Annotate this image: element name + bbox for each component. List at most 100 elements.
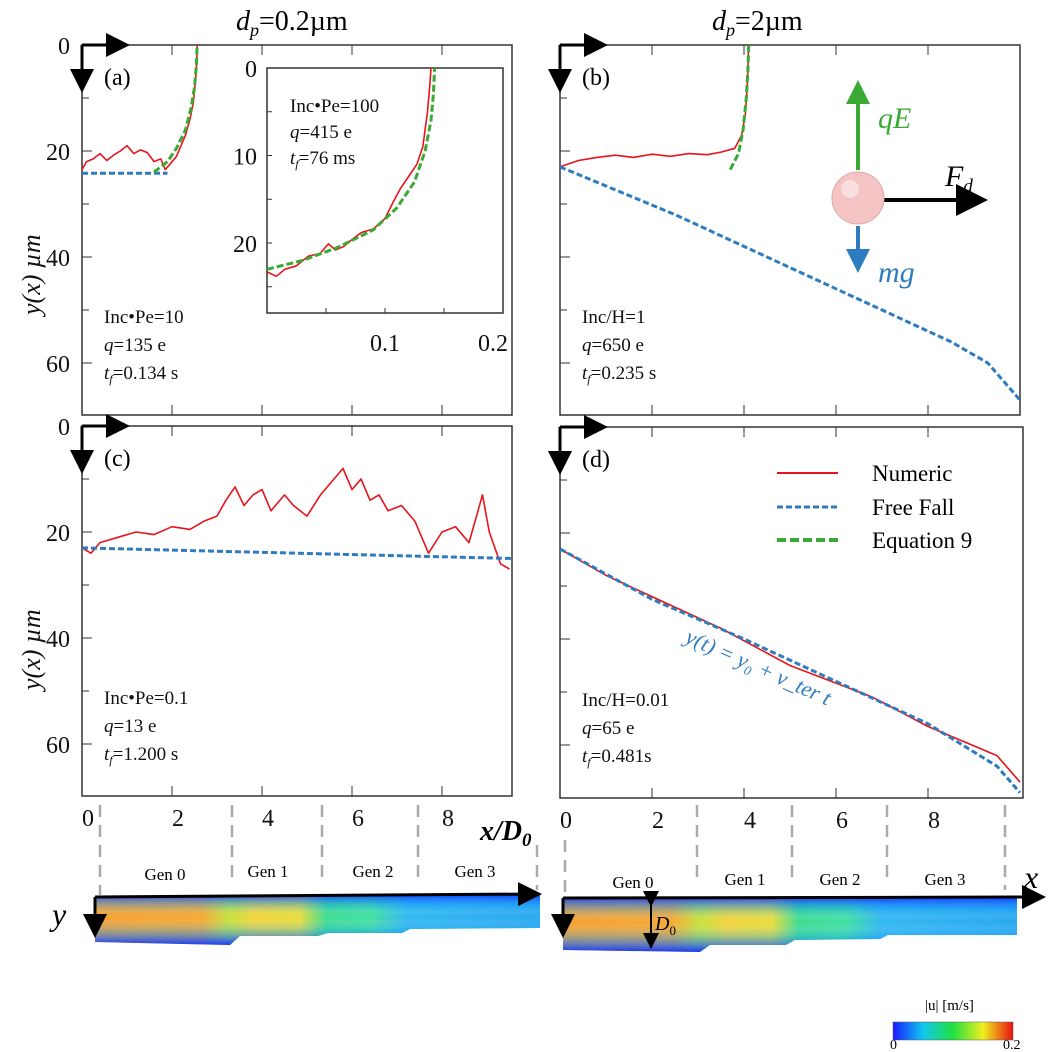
panel-label: (d): [582, 447, 610, 473]
plot-frame: [559, 44, 1021, 416]
param-charge: q=650 e: [582, 335, 644, 356]
generation-separators: [98, 805, 1007, 895]
y-tick-label: 60: [46, 733, 70, 759]
inset-param-q: q=415 e: [290, 122, 352, 143]
series-numeric: [81, 467, 510, 570]
generation-label: Gen 1: [247, 862, 288, 881]
D0-label: D0: [654, 913, 676, 938]
param-time: tf=0.235 s: [582, 363, 656, 386]
channel-left-walls: [95, 894, 540, 945]
x-arrow-icon: [94, 882, 542, 907]
generation-label: Gen 2: [352, 862, 393, 881]
panel-label: (b): [582, 65, 610, 91]
x-arrow-icon: [562, 885, 1046, 910]
param-charge: q=65 e: [582, 718, 634, 739]
series-free-fall: [81, 546, 512, 560]
series-equation-9: [266, 67, 437, 271]
y-tick-label: 20: [46, 521, 70, 547]
x-tick-label: 0: [560, 808, 572, 834]
inset-x-tick-label: 0.2: [478, 331, 508, 357]
title-left: dp=0.2µm: [236, 6, 348, 40]
title-right: dp=2µm: [712, 6, 803, 40]
colorbar-label: |u| [m/s]: [925, 998, 974, 1014]
panel-a: 0 20 40 60 (a) Inc•Pe=10 q=135 e tf=0.134 s: [46, 33, 513, 416]
panel-c: 0 20 40 60 0 2 4 6 8 (c) Inc•Pe=0.1 q=13 e tf=1.200 …: [46, 414, 513, 832]
colorbar-min: 0: [890, 1038, 897, 1052]
channel-right-walls: [563, 897, 1017, 952]
series-numeric: [266, 67, 432, 278]
y-axis-symbol: y: [49, 896, 67, 932]
series-numeric: [559, 548, 1021, 783]
panel-d: 0 2 4 6 8 (d) Inc/H=0.01 q=65 e tf=0.481s: [548, 415, 1024, 834]
series-equation-9: [728, 44, 751, 171]
series-free-fall: [559, 547, 1022, 794]
y-tick-label: 40: [46, 246, 70, 272]
plot-frame: [559, 426, 1024, 799]
y-tick-label: 0: [58, 415, 70, 441]
param-inc: Inc•Pe=10: [104, 307, 184, 328]
inset-y-tick-label: 20: [233, 232, 257, 258]
colorbar-max: 0.2: [1003, 1038, 1021, 1052]
param-charge: q=13 e: [104, 716, 156, 737]
generation-label: Gen 0: [612, 873, 653, 892]
generation-label: Gen 3: [454, 862, 495, 881]
param-time: tf=0.134 s: [104, 363, 178, 386]
y-tick-label: 40: [46, 627, 70, 653]
force-diagram: qE Fd mg: [831, 80, 988, 289]
generation-label: Gen 1: [724, 870, 765, 889]
param-inc: Inc/H=0.01: [582, 690, 669, 711]
panel-label: (c): [104, 446, 131, 472]
panel-b: (b) Inc/H=1 q=650 e tf=0.235 s: [548, 33, 1022, 416]
generation-label: Gen 3: [924, 870, 965, 889]
x-axis-symbol: x: [1023, 859, 1038, 895]
inset-param-1: Inc•Pe=100: [290, 96, 379, 117]
inset-param-tf: tf=76 ms: [290, 148, 355, 171]
param-inc: Inc•Pe=0.1: [104, 688, 188, 709]
generation-label: Gen 0: [144, 865, 185, 884]
legend: Numeric Free Fall Equation 9: [777, 461, 972, 553]
legend-numeric: Numeric: [872, 461, 952, 486]
x-tick-label: 6: [836, 808, 848, 834]
panel-inset: 0 10 20 0.1 0.2: [233, 57, 508, 357]
qE-label: qE: [878, 102, 911, 135]
param-inc: Inc/H=1: [582, 307, 645, 328]
x-axis-label: x/D0: [479, 816, 532, 851]
panel-label: (a): [104, 65, 131, 91]
y-tick-label: 60: [46, 352, 70, 378]
param-time: tf=0.481s: [582, 746, 651, 769]
series-equation-9: [153, 44, 199, 174]
inset-y-tick-label: 0: [245, 57, 257, 83]
y-axis-label-bottom: y(x) µm: [17, 609, 46, 693]
legend-equation9: Equation 9: [872, 528, 972, 553]
x-tick-label: 6: [352, 806, 364, 832]
channel-diagram-left: y: [49, 882, 542, 945]
y-tick-label: 20: [46, 140, 70, 166]
particle-icon: [831, 171, 885, 225]
series-numeric: [559, 44, 750, 168]
plot-frame: [81, 425, 513, 797]
x-tick-label: 2: [172, 806, 184, 832]
param-time: tf=1.200 s: [104, 744, 178, 767]
Fd-label: Fd: [944, 160, 973, 197]
x-tick-label: 0: [82, 806, 94, 832]
mg-label: mg: [878, 256, 915, 289]
plot-frame: [81, 44, 513, 416]
x-tick-label: 4: [744, 808, 756, 834]
series-free-fall: [559, 165, 1022, 402]
y-tick-label: 0: [58, 34, 70, 60]
free-fall-equation: y(t) = y₀ + v_ter t: [680, 623, 836, 711]
channel-diagram-right: D0 x: [551, 859, 1046, 952]
inset-x-tick-label: 0.1: [370, 331, 400, 357]
inset-y-tick-label: 10: [233, 145, 257, 171]
param-charge: q=135 e: [104, 335, 166, 356]
x-tick-label: 8: [442, 806, 454, 832]
x-tick-label: 8: [928, 808, 940, 834]
generation-label: Gen 2: [819, 870, 860, 889]
x-tick-label: 4: [262, 806, 274, 832]
x-tick-label: 2: [652, 808, 664, 834]
particle-highlight: [841, 180, 859, 198]
series-numeric: [81, 44, 198, 171]
legend-free-fall: Free Fall: [872, 495, 954, 520]
